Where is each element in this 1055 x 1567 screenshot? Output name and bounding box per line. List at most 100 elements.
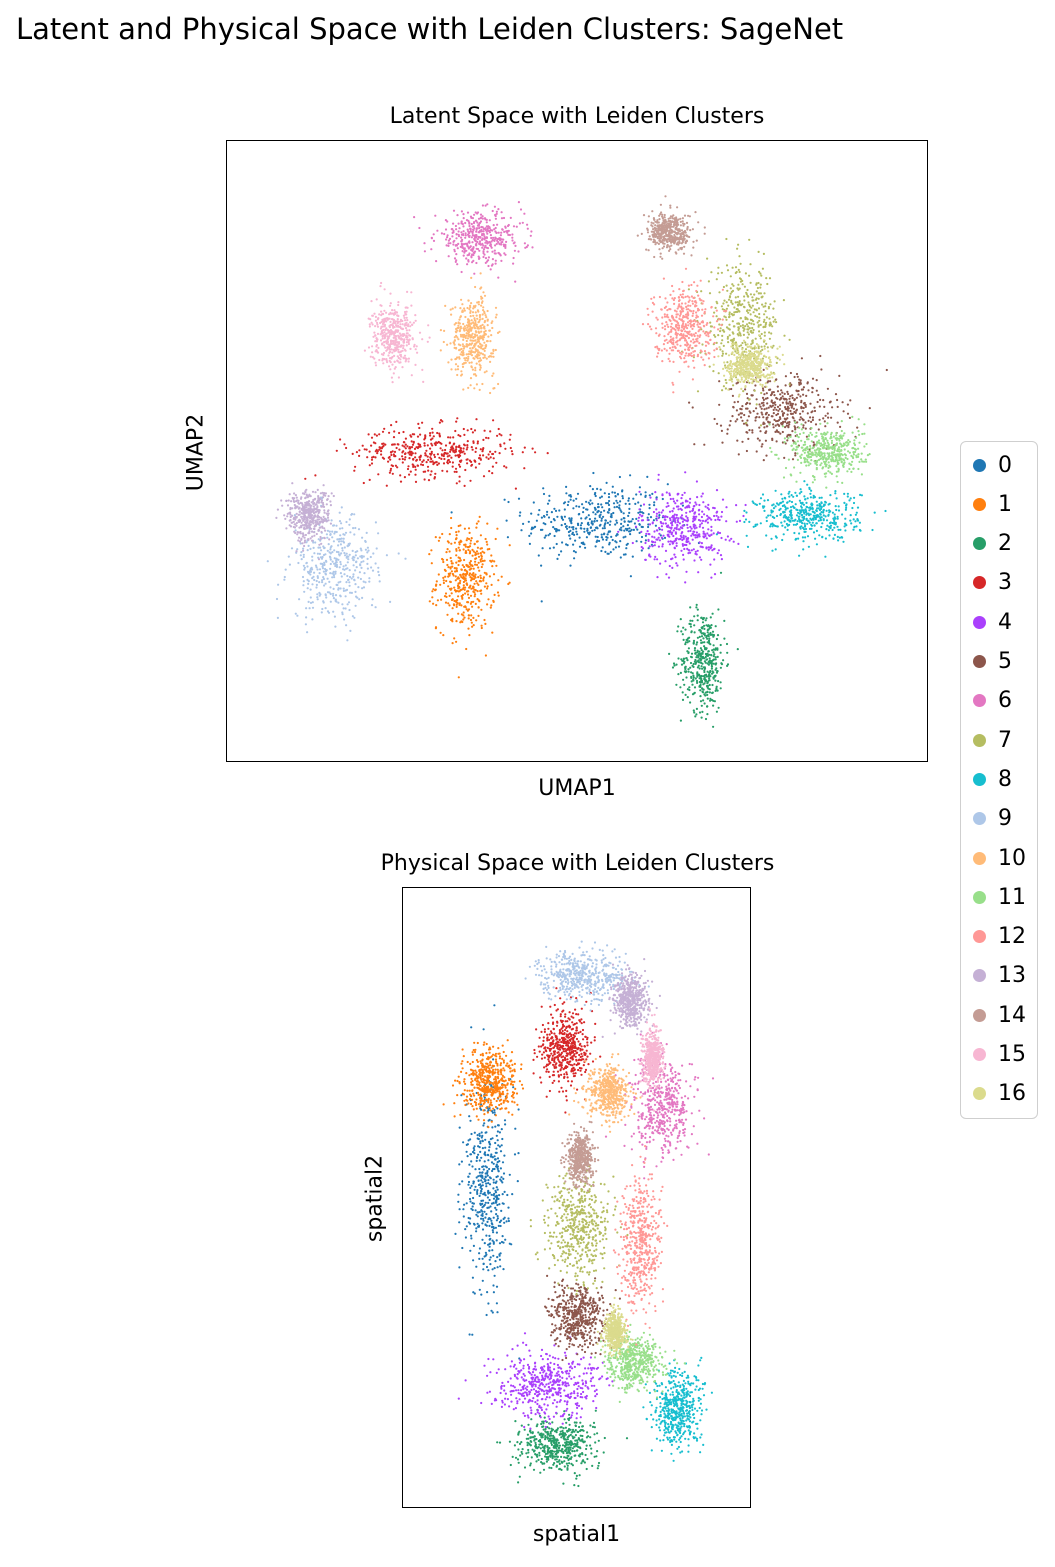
scatter-point <box>480 327 483 330</box>
scatter-point <box>478 240 482 243</box>
scatter-point <box>757 250 760 253</box>
scatter-point <box>706 697 709 700</box>
scatter-point <box>798 554 801 557</box>
scatter-point <box>464 359 467 362</box>
scatter-point <box>492 355 495 358</box>
scatter-point <box>774 505 777 508</box>
scatter-point <box>746 288 749 292</box>
scatter-point <box>594 494 597 498</box>
scatter-point <box>718 531 722 535</box>
scatter-point <box>670 522 673 525</box>
scatter-point <box>470 601 473 604</box>
scatter-point <box>753 308 756 311</box>
scatter-point <box>541 547 544 550</box>
scatter-point <box>833 526 836 529</box>
scatter-point <box>494 316 497 319</box>
scatter-point <box>364 581 367 584</box>
scatter-point <box>681 544 685 547</box>
scatter-point <box>492 457 495 460</box>
scatter-point <box>613 491 616 494</box>
scatter-point <box>733 401 736 404</box>
scatter-point <box>784 426 787 429</box>
scatter-point <box>471 368 474 371</box>
scatter-point <box>797 517 801 521</box>
scatter-point <box>711 612 714 615</box>
scatter-point <box>616 533 619 536</box>
scatter-point <box>450 587 453 590</box>
scatter-point <box>803 440 807 444</box>
scatter-point <box>462 548 465 551</box>
scatter-point <box>836 515 839 518</box>
scatter-point <box>455 603 458 606</box>
scatter-point <box>368 464 371 467</box>
scatter-point <box>418 226 421 230</box>
scatter-point <box>616 501 619 504</box>
scatter-point <box>474 602 477 605</box>
scatter-point <box>473 459 477 463</box>
scatter-point <box>460 220 463 224</box>
scatter-point <box>736 287 739 290</box>
scatter-point <box>653 530 656 533</box>
scatter-point <box>763 292 766 295</box>
scatter-point <box>493 238 496 241</box>
scatter-point <box>465 353 468 356</box>
scatter-point <box>463 357 466 360</box>
scatter-point <box>473 387 476 390</box>
scatter-point <box>701 621 705 624</box>
scatter-point <box>472 572 475 575</box>
scatter-point <box>470 464 473 467</box>
scatter-point <box>448 550 451 553</box>
scatter-point <box>462 584 465 587</box>
scatter-point <box>681 698 685 702</box>
scatter-point <box>324 593 327 596</box>
scatter-point <box>710 667 713 670</box>
scatter-point <box>344 607 347 610</box>
scatter-point <box>293 514 296 517</box>
scatter-point <box>609 520 612 523</box>
scatter-point <box>769 303 772 306</box>
scatter-point <box>727 327 730 330</box>
scatter-point <box>377 473 380 476</box>
scatter-point <box>789 513 792 516</box>
scatter-point <box>483 618 486 622</box>
scatter-point <box>372 552 375 555</box>
scatter-point <box>486 309 489 313</box>
scatter-point <box>700 704 703 707</box>
scatter-point <box>772 507 776 510</box>
scatter-point <box>806 483 809 486</box>
scatter-point <box>430 549 433 552</box>
scatter-point <box>358 571 361 574</box>
scatter-point <box>760 445 763 448</box>
scatter-point <box>471 548 474 551</box>
scatter-point <box>699 639 702 642</box>
scatter-point <box>585 508 588 511</box>
scatter-point <box>724 387 727 390</box>
scatter-point <box>716 634 720 637</box>
scatter-point <box>572 528 575 531</box>
scatter-point <box>505 466 508 469</box>
scatter-point <box>503 442 506 445</box>
scatter-point <box>739 262 742 265</box>
scatter-point <box>796 522 799 526</box>
scatter-point <box>789 435 792 438</box>
scatter-point <box>756 301 759 305</box>
scatter-point <box>677 508 680 511</box>
scatter-point <box>810 503 813 506</box>
scatter-point <box>324 582 327 585</box>
scatter-point <box>809 492 812 495</box>
scatter-point <box>339 580 342 583</box>
scatter-point <box>792 495 795 498</box>
scatter-point <box>462 618 465 621</box>
scatter-point <box>816 453 819 456</box>
scatter-point <box>316 575 319 578</box>
scatter-point <box>455 589 458 592</box>
scatter-point <box>471 554 474 557</box>
scatter-point <box>802 426 805 429</box>
scatter-point <box>448 442 451 445</box>
scatter-point <box>478 457 481 460</box>
scatter-point <box>701 667 704 670</box>
scatter-point <box>375 434 378 437</box>
scatter-point <box>615 499 618 502</box>
scatter-point <box>439 583 442 586</box>
scatter-point <box>686 650 689 653</box>
